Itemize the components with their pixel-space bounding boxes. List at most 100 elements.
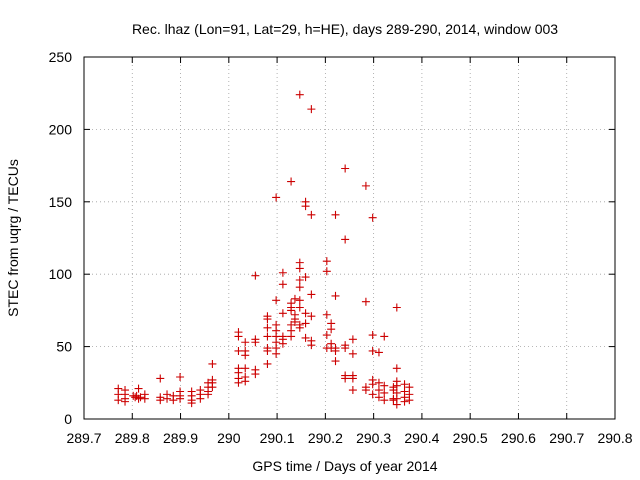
grid-layer (84, 57, 615, 419)
data-point (241, 351, 250, 360)
data-point (136, 393, 145, 402)
data-point (156, 396, 165, 405)
data-point (374, 348, 383, 357)
data-point (301, 202, 310, 211)
data-point (341, 344, 350, 353)
data-point (380, 388, 389, 397)
data-point (307, 312, 316, 321)
data-point (341, 164, 350, 173)
data-point (272, 349, 281, 358)
data-point (176, 373, 185, 382)
x-tick-label: 290.4 (404, 430, 439, 446)
x-tick-label: 290.6 (501, 430, 536, 446)
data-point (368, 331, 377, 340)
data-point (348, 335, 357, 344)
y-tick-label: 200 (49, 121, 73, 137)
data-point (322, 267, 331, 276)
data-point (392, 381, 401, 390)
data-point (278, 268, 287, 277)
chart-title: Rec. lhaz (Lon=91, Lat=29, h=HE), days 2… (132, 21, 558, 37)
data-point (263, 359, 272, 368)
x-tick-label: 290.1 (260, 430, 295, 446)
data-point (251, 338, 260, 347)
data-point (301, 333, 310, 342)
data-point (196, 394, 205, 403)
data-point (392, 400, 401, 409)
data-point (295, 323, 304, 332)
data-point (234, 346, 243, 355)
data-point (380, 396, 389, 405)
data-point (251, 370, 260, 379)
data-point (368, 213, 377, 222)
x-tick-label: 290.2 (308, 430, 343, 446)
data-point (368, 346, 377, 355)
data-point (361, 181, 370, 190)
data-point (327, 325, 336, 334)
data-point (241, 377, 250, 386)
data-point (374, 386, 383, 395)
data-point (287, 177, 296, 186)
data-point (208, 359, 217, 368)
x-tick-label: 290.8 (597, 430, 632, 446)
data-point (295, 296, 304, 305)
data-point (290, 294, 299, 303)
y-tick-labels: 0 50 100 150 200 250 (49, 49, 73, 427)
data-point (121, 397, 130, 406)
data-point (400, 380, 409, 389)
plot-frame (83, 56, 616, 420)
data-point (405, 396, 414, 405)
data-point (114, 396, 123, 405)
data-point (263, 315, 272, 324)
data-point (295, 303, 304, 312)
data-point (295, 264, 304, 273)
data-point (348, 386, 357, 395)
data-point (301, 273, 310, 282)
data-point (307, 105, 316, 114)
data-point (400, 397, 409, 406)
data-point (295, 275, 304, 284)
y-axis-label: STEC from uqrg / TECUs (5, 159, 21, 317)
data-point (263, 346, 272, 355)
data-point (361, 386, 370, 395)
data-point (307, 210, 316, 219)
data-point (290, 317, 299, 326)
data-point (295, 283, 304, 292)
data-point (251, 271, 260, 280)
data-point (208, 383, 217, 392)
data-point (348, 349, 357, 358)
y-tick-label: 250 (49, 49, 73, 65)
data-point (341, 235, 350, 244)
data-point (241, 364, 250, 373)
x-tick-label: 289.9 (163, 430, 198, 446)
data-point (348, 374, 357, 383)
data-point (187, 399, 196, 408)
x-tick-label: 290.5 (453, 430, 488, 446)
data-point (331, 291, 340, 300)
data-point (140, 394, 149, 403)
data-point (392, 364, 401, 373)
x-axis-label: GPS time / Days of year 2014 (252, 458, 437, 474)
data-point (374, 378, 383, 387)
data-point (163, 394, 172, 403)
data-point (287, 332, 296, 341)
x-tick-label: 290.3 (356, 430, 391, 446)
data-point (263, 323, 272, 332)
data-point (272, 296, 281, 305)
x-tick-label: 290.7 (549, 430, 584, 446)
data-point (272, 193, 281, 202)
data-point (278, 280, 287, 289)
data-point (278, 339, 287, 348)
data-point (204, 390, 213, 399)
data-point (241, 338, 250, 347)
data-point (307, 290, 316, 299)
data-point (405, 383, 414, 392)
data-points-layer (114, 90, 414, 409)
data-point (263, 332, 272, 341)
data-point (278, 309, 287, 318)
data-point (301, 309, 310, 318)
x-tick-labels: 289.7 289.8 289.9 290 290.1 290.2 290.3 290.4 29… (66, 430, 632, 446)
data-point (331, 210, 340, 219)
data-point (322, 257, 331, 266)
